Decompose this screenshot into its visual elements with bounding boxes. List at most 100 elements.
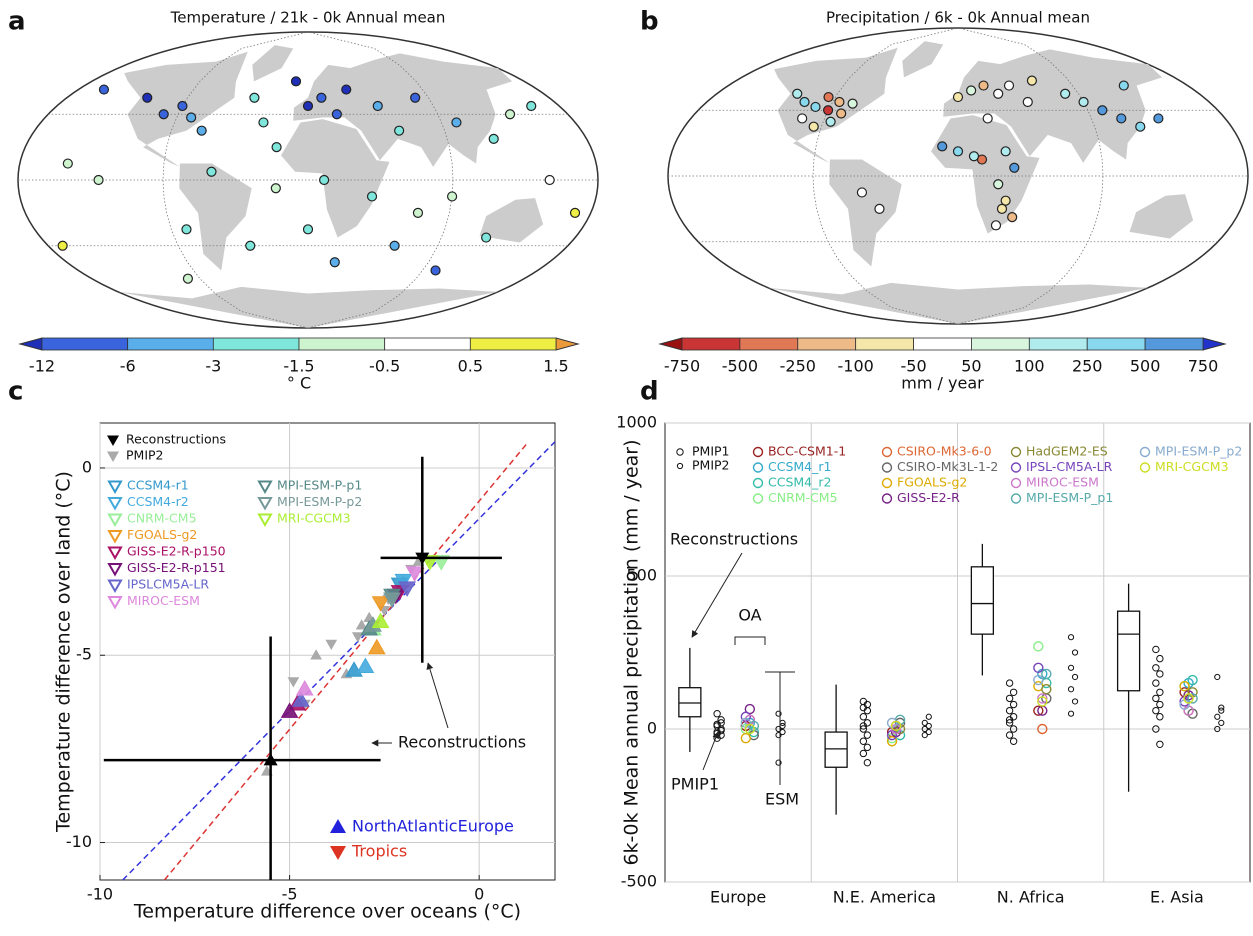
y-tick-label: 500 xyxy=(626,566,657,585)
annotation-bracket xyxy=(734,636,766,645)
colorbar-tick-label: -500 xyxy=(722,357,758,376)
model-point xyxy=(1187,693,1198,704)
legend-label: CSIRO-Mk3L-1-2 xyxy=(897,459,998,474)
colorbar-segment xyxy=(739,337,799,351)
pmip2-point xyxy=(325,639,338,651)
site xyxy=(245,240,256,251)
legend-marker xyxy=(1139,462,1151,473)
pmip-point xyxy=(1067,634,1075,641)
x-tick-label: Europe xyxy=(710,888,766,907)
site xyxy=(302,224,314,235)
annotation: Reconstructions xyxy=(398,733,526,752)
model-point xyxy=(356,657,375,673)
legend-label: PMIP2 xyxy=(692,458,730,473)
legend-marker xyxy=(752,446,764,458)
meridian xyxy=(307,31,454,329)
legend-label: CCSM4_r2 xyxy=(768,475,831,490)
y-tick-label: 0 xyxy=(82,457,92,476)
pmip-point xyxy=(1214,673,1221,681)
legend-marker xyxy=(107,546,123,561)
legend-marker xyxy=(107,579,123,594)
site xyxy=(966,85,977,96)
pmip-point xyxy=(1005,716,1014,724)
land xyxy=(252,45,294,82)
pmip-point xyxy=(1009,725,1018,733)
site xyxy=(823,91,834,103)
legend-marker xyxy=(330,819,346,833)
pmip-point xyxy=(863,758,872,767)
site xyxy=(978,80,989,91)
site xyxy=(952,91,964,103)
panel-label: c xyxy=(8,377,23,407)
site xyxy=(834,96,845,108)
legend-label: MIROC-ESM xyxy=(1026,475,1099,490)
pmip-point xyxy=(859,737,868,745)
legend-marker xyxy=(330,846,346,860)
reconstruction-point xyxy=(263,753,278,766)
legend-label: FGOALS-g2 xyxy=(127,527,197,542)
site xyxy=(412,207,424,218)
pmip2-point xyxy=(355,619,368,630)
legend-marker xyxy=(107,451,119,462)
legend-marker xyxy=(881,462,893,473)
pmip-point xyxy=(775,759,782,766)
colorbar-segment xyxy=(913,337,972,351)
legend-label: NorthAtlanticEurope xyxy=(352,817,514,836)
site xyxy=(270,183,281,194)
pmip-point xyxy=(1005,731,1014,739)
fit-line xyxy=(122,441,556,881)
legend-marker xyxy=(752,493,764,504)
legend-label: MIROC-ESM xyxy=(127,593,200,608)
pmip2-point xyxy=(351,632,364,643)
pmip-point xyxy=(1218,719,1225,726)
land xyxy=(280,119,390,238)
pmip-point xyxy=(1218,707,1225,714)
colorbar-tick-label: 50 xyxy=(961,357,981,376)
pmip-point xyxy=(1152,694,1160,703)
pmip-point xyxy=(1071,698,1079,705)
annotation: OA xyxy=(738,606,761,625)
legend-label: CCSM4_r1 xyxy=(768,459,831,474)
y-tick-label: 1000 xyxy=(616,413,657,432)
pmip-point xyxy=(775,732,782,739)
legend-label: MRI-CGCM3 xyxy=(1155,459,1229,474)
pmip-point xyxy=(1156,654,1164,663)
pmip-point xyxy=(1005,719,1014,727)
legend-marker xyxy=(1010,462,1022,473)
pmip-point xyxy=(1156,688,1164,696)
site xyxy=(810,101,821,113)
colorbar-segment xyxy=(1086,337,1146,351)
site xyxy=(526,100,537,112)
colorbar-tick-label: -12 xyxy=(29,357,55,376)
pmip2-point xyxy=(310,649,322,660)
model-point xyxy=(1037,723,1048,735)
pmip-point xyxy=(925,728,932,736)
annotation-arrow xyxy=(702,731,719,771)
map-title: Temperature / 21k - 0k Annual mean xyxy=(170,9,446,27)
legend-marker xyxy=(1139,446,1151,458)
pmip-point xyxy=(921,725,928,733)
meridian xyxy=(957,27,1104,325)
legend-label: GISS-E2-R-p151 xyxy=(127,560,226,575)
land xyxy=(930,115,1040,234)
colorbar-tick-label: -100 xyxy=(838,357,874,376)
colorbar-tick-label: 100 xyxy=(1014,357,1045,376)
legend-marker xyxy=(107,497,123,511)
box xyxy=(970,566,995,635)
legend-label: CCSM4-r1 xyxy=(127,478,189,493)
model-point xyxy=(371,612,390,629)
pmip-point xyxy=(863,731,872,739)
model-point xyxy=(292,691,310,707)
site xyxy=(196,125,207,136)
land xyxy=(479,198,544,243)
site xyxy=(410,92,421,103)
y-tick-label: -10 xyxy=(66,832,92,851)
colorbar-tick-label: 1.5 xyxy=(543,357,568,376)
x-tick-label: E. Asia xyxy=(1150,888,1204,907)
colorbar-tick-label: 750 xyxy=(1188,357,1219,376)
pmip-point xyxy=(1152,706,1160,715)
land xyxy=(902,41,944,78)
legend-marker xyxy=(881,477,893,489)
site xyxy=(62,158,73,169)
